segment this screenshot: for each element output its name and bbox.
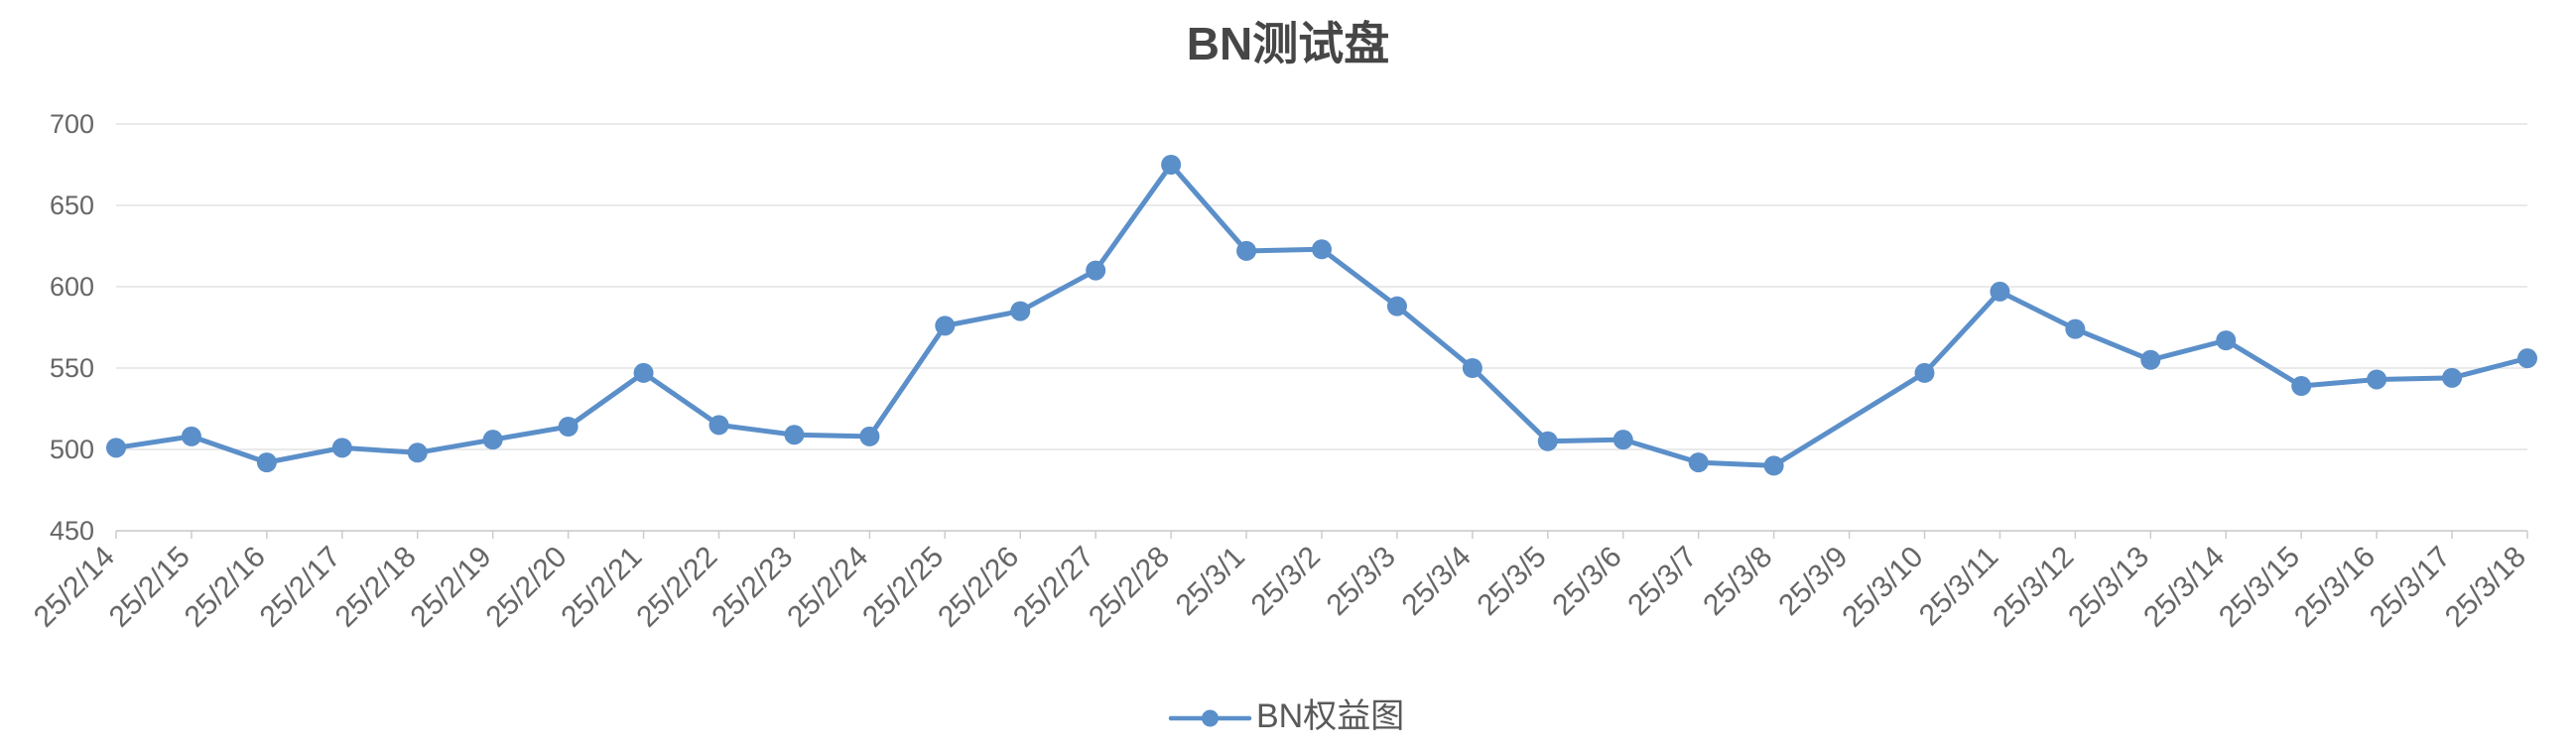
svg-text:500: 500 <box>50 435 94 464</box>
svg-text:450: 450 <box>50 516 94 546</box>
svg-text:25/2/27: 25/2/27 <box>1007 541 1100 634</box>
svg-text:25/2/24: 25/2/24 <box>781 541 874 634</box>
svg-text:25/3/17: 25/3/17 <box>2364 541 2457 634</box>
svg-text:25/3/5: 25/3/5 <box>1471 541 1552 622</box>
svg-text:25/2/25: 25/2/25 <box>856 541 950 634</box>
svg-text:25/2/14: 25/2/14 <box>28 541 121 634</box>
svg-text:25/3/14: 25/3/14 <box>2137 541 2231 634</box>
svg-text:25/3/7: 25/3/7 <box>1621 541 1703 622</box>
svg-text:700: 700 <box>50 109 94 139</box>
svg-text:25/3/15: 25/3/15 <box>2213 541 2306 634</box>
svg-text:25/2/23: 25/2/23 <box>706 541 799 634</box>
svg-text:25/2/20: 25/2/20 <box>479 541 573 634</box>
svg-text:25/3/1: 25/3/1 <box>1170 541 1251 622</box>
svg-text:25/2/22: 25/2/22 <box>630 541 723 634</box>
svg-text:25/2/18: 25/2/18 <box>329 541 423 634</box>
svg-text:550: 550 <box>50 353 94 383</box>
svg-text:25/2/19: 25/2/19 <box>405 541 498 634</box>
svg-text:25/2/16: 25/2/16 <box>179 541 272 634</box>
svg-text:25/2/21: 25/2/21 <box>555 541 648 634</box>
svg-text:BN权益图: BN权益图 <box>1256 697 1404 735</box>
svg-text:25/3/8: 25/3/8 <box>1697 541 1778 622</box>
svg-text:25/3/10: 25/3/10 <box>1836 541 1929 634</box>
svg-text:25/3/16: 25/3/16 <box>2288 541 2382 634</box>
svg-text:650: 650 <box>50 190 94 220</box>
svg-text:25/3/12: 25/3/12 <box>1987 541 2080 634</box>
svg-text:25/3/11: 25/3/11 <box>1913 541 2005 633</box>
svg-text:25/3/2: 25/3/2 <box>1245 541 1327 622</box>
svg-text:25/2/26: 25/2/26 <box>932 541 1025 634</box>
svg-text:25/2/15: 25/2/15 <box>103 541 196 634</box>
svg-text:25/3/6: 25/3/6 <box>1546 541 1627 622</box>
svg-text:25/2/28: 25/2/28 <box>1083 541 1176 634</box>
svg-text:600: 600 <box>50 272 94 302</box>
svg-text:25/3/13: 25/3/13 <box>2062 541 2155 634</box>
svg-text:25/2/17: 25/2/17 <box>254 541 347 634</box>
svg-text:25/3/3: 25/3/3 <box>1321 541 1402 622</box>
svg-text:25/3/4: 25/3/4 <box>1396 541 1478 622</box>
svg-text:25/3/18: 25/3/18 <box>2439 541 2532 634</box>
